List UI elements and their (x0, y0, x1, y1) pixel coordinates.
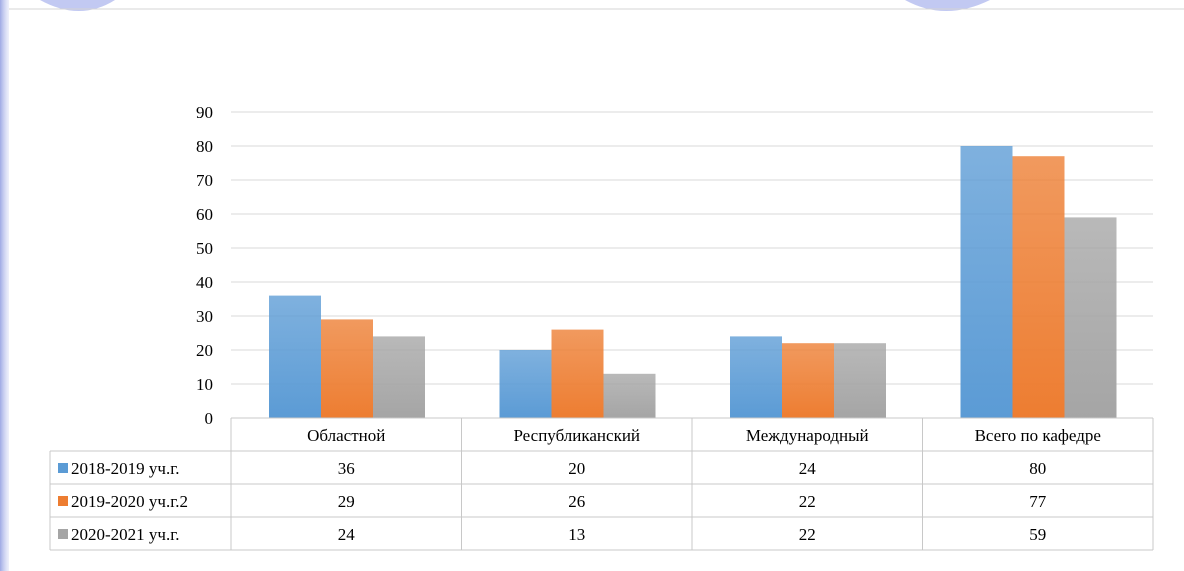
category-label: Международный (746, 426, 869, 445)
bar (269, 295, 321, 418)
bars (269, 146, 1117, 418)
y-tick-label: 50 (196, 239, 213, 258)
y-tick-label: 30 (196, 307, 213, 326)
bar (551, 329, 604, 418)
table-value: 22 (799, 492, 816, 511)
top-left-decor (40, 0, 115, 11)
y-axis-ticks: 0 10 20 30 40 50 60 70 80 90 (196, 103, 213, 428)
table-value: 26 (568, 492, 585, 511)
legend-key (58, 496, 68, 506)
table-value: 77 (1029, 492, 1047, 511)
y-tick-label: 80 (196, 137, 213, 156)
category-label: Республиканский (513, 426, 640, 445)
y-tick-label: 90 (196, 103, 213, 122)
table-value: 24 (799, 459, 817, 478)
category-label: Областной (307, 426, 385, 445)
table-value: 36 (338, 459, 355, 478)
bar (782, 343, 834, 418)
y-tick-label: 0 (205, 409, 214, 428)
table-value: 24 (338, 525, 356, 544)
legend-key (58, 529, 68, 539)
y-tick-label: 20 (196, 341, 213, 360)
series-name: 2020-2021 уч.г. (71, 525, 180, 544)
bar (373, 336, 425, 418)
table-value: 59 (1029, 525, 1046, 544)
bar (730, 336, 782, 418)
table-value: 20 (568, 459, 585, 478)
series-name: 2019-2020 уч.г.2 (71, 492, 188, 511)
bar (960, 146, 1013, 418)
table-value: 29 (338, 492, 355, 511)
data-table: Областной Республиканский Международный Все… (49, 417, 1154, 551)
y-tick-label: 70 (196, 171, 213, 190)
bar (499, 350, 552, 418)
table-value: 22 (799, 525, 816, 544)
bar (1064, 217, 1117, 418)
y-tick-label: 40 (196, 273, 213, 292)
bar (834, 343, 886, 418)
table-value: 80 (1029, 459, 1046, 478)
left-decor-strip (0, 0, 9, 571)
series-name: 2018-2019 уч.г. (71, 459, 180, 478)
bar (1012, 156, 1065, 418)
y-tick-label: 10 (196, 375, 213, 394)
y-tick-label: 60 (196, 205, 213, 224)
top-right-decor (905, 0, 990, 11)
bar (603, 373, 656, 418)
legend-key (58, 463, 68, 473)
category-label: Всего по кафедре (975, 426, 1101, 445)
bar (321, 319, 373, 418)
table-value: 13 (568, 525, 585, 544)
